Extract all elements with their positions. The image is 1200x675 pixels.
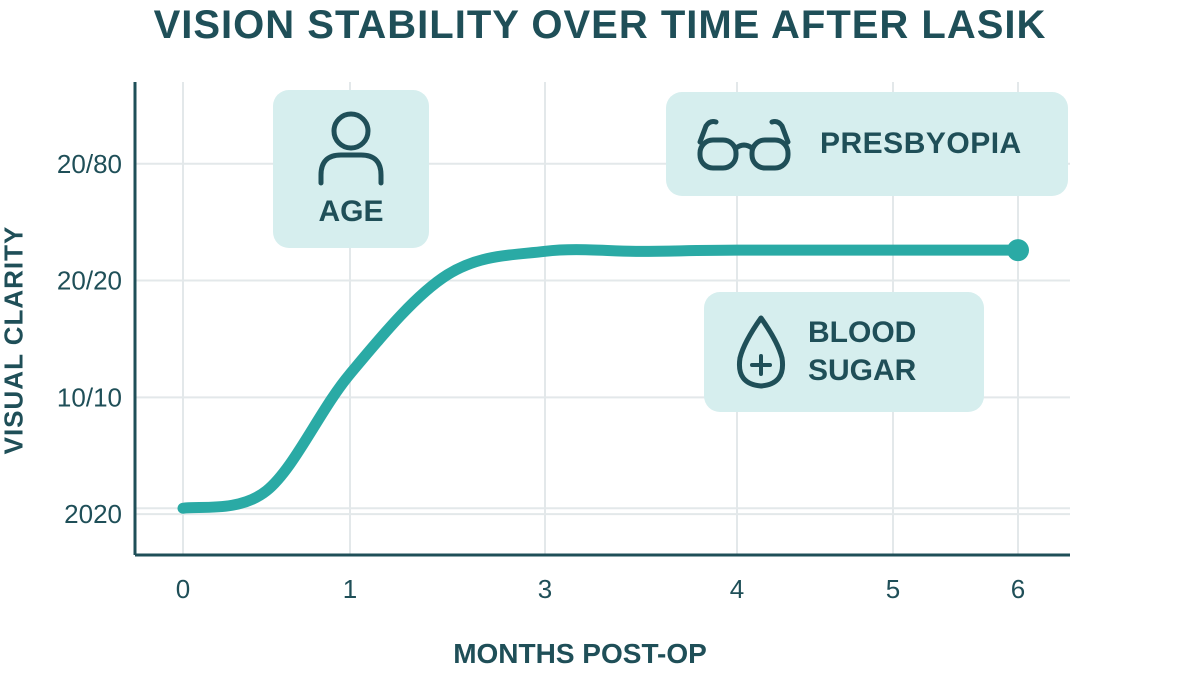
x-tick-label: 0: [176, 574, 190, 604]
blood-sugar-annotation-card: BLOOD SUGAR: [704, 292, 984, 412]
presbyopia-label: PRESBYOPIA: [820, 127, 1022, 160]
blood-drop-plus-icon: [736, 315, 786, 389]
glasses-icon: [697, 119, 791, 171]
person-icon: [318, 111, 384, 186]
presbyopia-annotation-card: PRESBYOPIA: [666, 92, 1068, 196]
y-tick-labels: 2020 10/10 20/20 20/80: [57, 149, 122, 529]
age-annotation-card: AGE: [273, 90, 429, 248]
y-tick-label: 2020: [64, 499, 122, 529]
y-tick-label: 20/20: [57, 266, 122, 296]
blood-sugar-label-line1: BLOOD: [808, 316, 917, 349]
x-tick-label: 5: [886, 574, 900, 604]
x-axis-label: MONTHS POST-OP: [453, 638, 707, 669]
y-tick-label: 10/10: [57, 382, 122, 412]
x-tick-label: 1: [343, 574, 357, 604]
x-tick-label: 3: [538, 574, 552, 604]
blood-sugar-label: BLOOD SUGAR: [808, 314, 916, 390]
x-tick-label: 6: [1011, 574, 1025, 604]
x-tick-label: 4: [730, 574, 744, 604]
age-label: AGE: [318, 195, 384, 228]
y-tick-label: 20/80: [57, 149, 122, 179]
vision-clarity-line: [177, 244, 1024, 514]
series-end-point: [1007, 239, 1029, 262]
axes: [133, 82, 1070, 557]
blood-sugar-label-line2: SUGAR: [808, 354, 917, 387]
chart-title: VISION STABILITY OVER TIME AFTER LASIK: [153, 3, 1047, 47]
x-tick-labels: 0 1 3 4 5 6: [176, 574, 1025, 604]
